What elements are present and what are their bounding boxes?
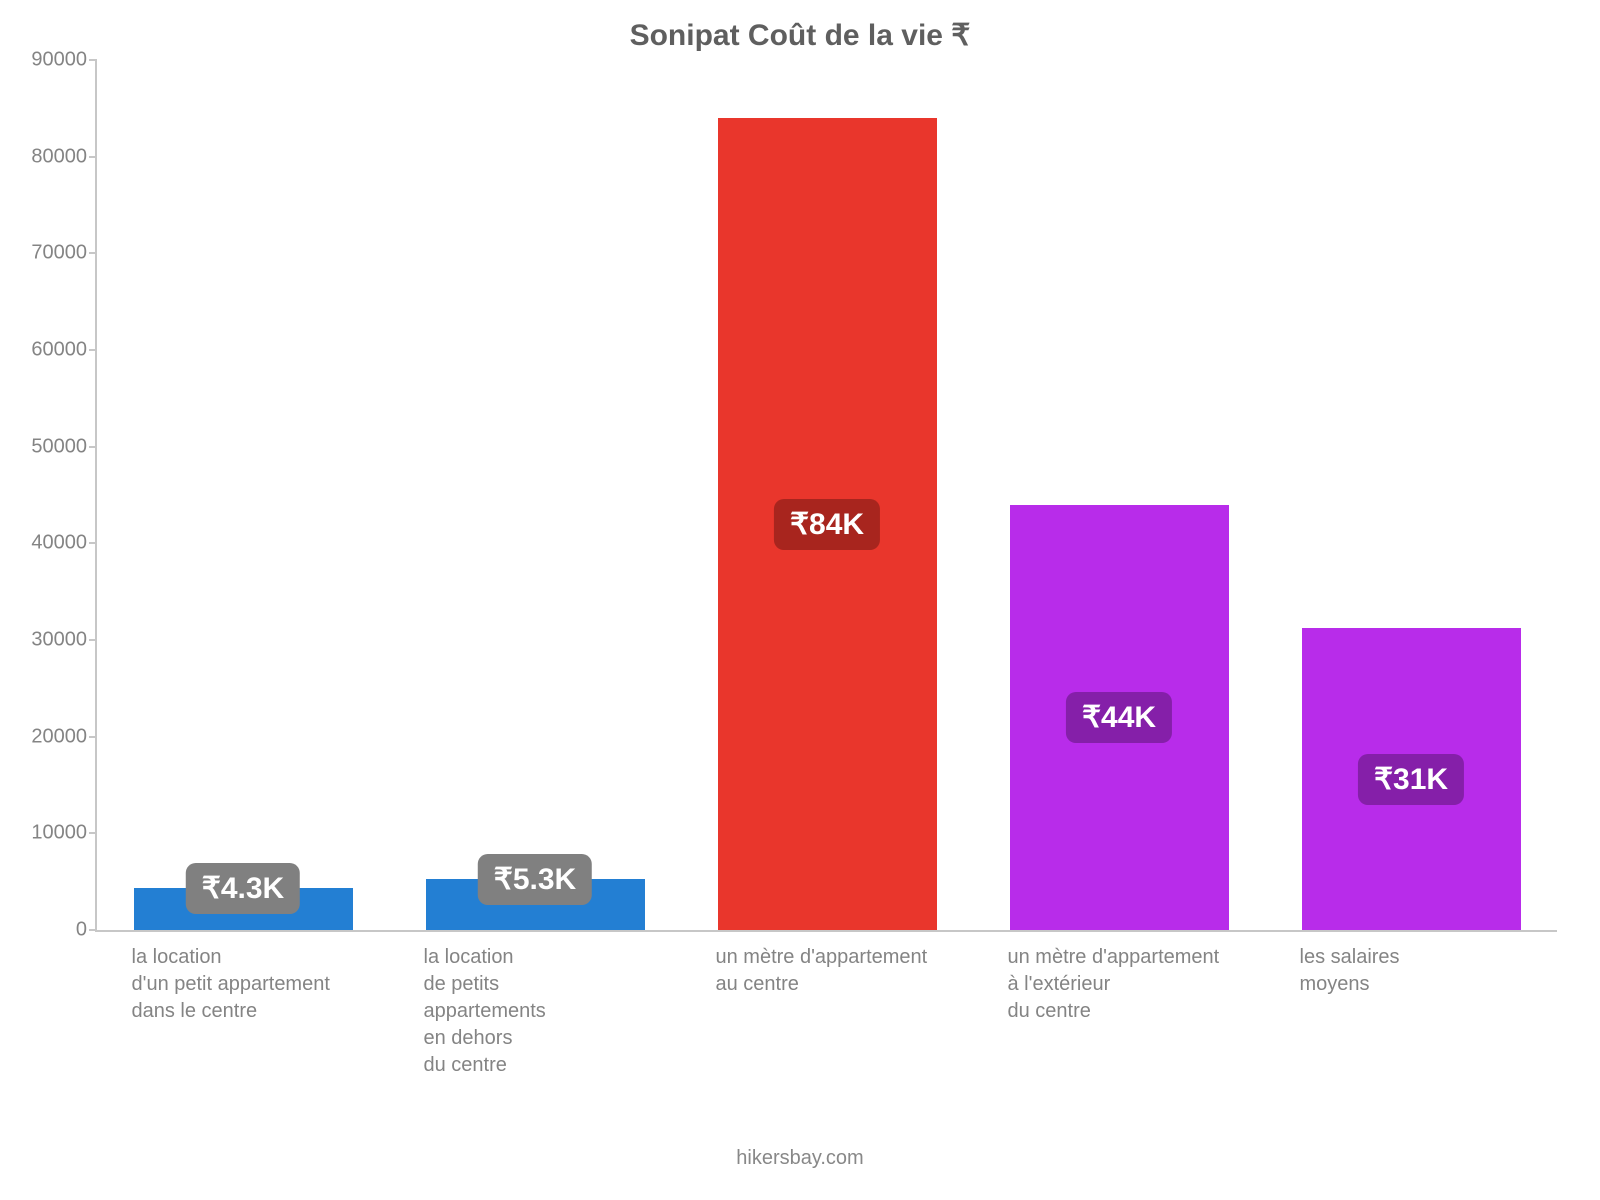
y-axis-tick-mark [89, 639, 97, 641]
bar-value-label: ₹31K [1358, 754, 1464, 805]
bar-value-label: ₹4.3K [186, 863, 300, 914]
x-axis-category-label: la locationd'un petit appartementdans le… [132, 944, 381, 1025]
y-axis-tick-label: 30000 [31, 629, 97, 652]
y-axis-tick-label: 70000 [31, 242, 97, 265]
y-axis-tick-label: 10000 [31, 822, 97, 845]
bar: ₹4.3K [134, 888, 353, 930]
bar: ₹84K [718, 118, 937, 930]
y-axis-tick-label: 20000 [31, 725, 97, 748]
bar: ₹5.3K [426, 879, 645, 930]
bar: ₹44K [1010, 505, 1229, 930]
y-axis-tick-label: 60000 [31, 339, 97, 362]
bar-value-label: ₹84K [774, 499, 880, 550]
y-axis-tick-mark [89, 542, 97, 544]
chart-container: Sonipat Coût de la vie ₹ 010000200003000… [0, 0, 1600, 1200]
y-axis-tick-mark [89, 156, 97, 158]
y-axis-tick-mark [89, 349, 97, 351]
bar-value-label: ₹5.3K [478, 854, 592, 905]
y-axis-tick-label: 90000 [31, 49, 97, 72]
y-axis-tick-mark [89, 252, 97, 254]
x-axis-category-label: les salairesmoyens [1300, 944, 1549, 998]
y-axis-tick-label: 40000 [31, 532, 97, 555]
bar-value-label: ₹44K [1066, 692, 1172, 743]
y-axis-tick-mark [89, 446, 97, 448]
credit-text: hikersbay.com [0, 1147, 1600, 1170]
chart-title: Sonipat Coût de la vie ₹ [0, 18, 1600, 53]
x-axis-category-label: un mètre d'appartementau centre [716, 944, 965, 998]
bar: ₹31K [1302, 628, 1521, 930]
y-axis-tick-mark [89, 929, 97, 931]
y-axis-tick-mark [89, 832, 97, 834]
y-axis-tick-label: 80000 [31, 145, 97, 168]
plot-area: 0100002000030000400005000060000700008000… [95, 60, 1557, 932]
y-axis-tick-label: 50000 [31, 435, 97, 458]
x-axis-category-label: la locationde petitsappartementsen dehor… [424, 944, 673, 1079]
y-axis-tick-mark [89, 59, 97, 61]
y-axis-tick-mark [89, 736, 97, 738]
x-axis-category-label: un mètre d'appartementà l'extérieurdu ce… [1008, 944, 1257, 1025]
